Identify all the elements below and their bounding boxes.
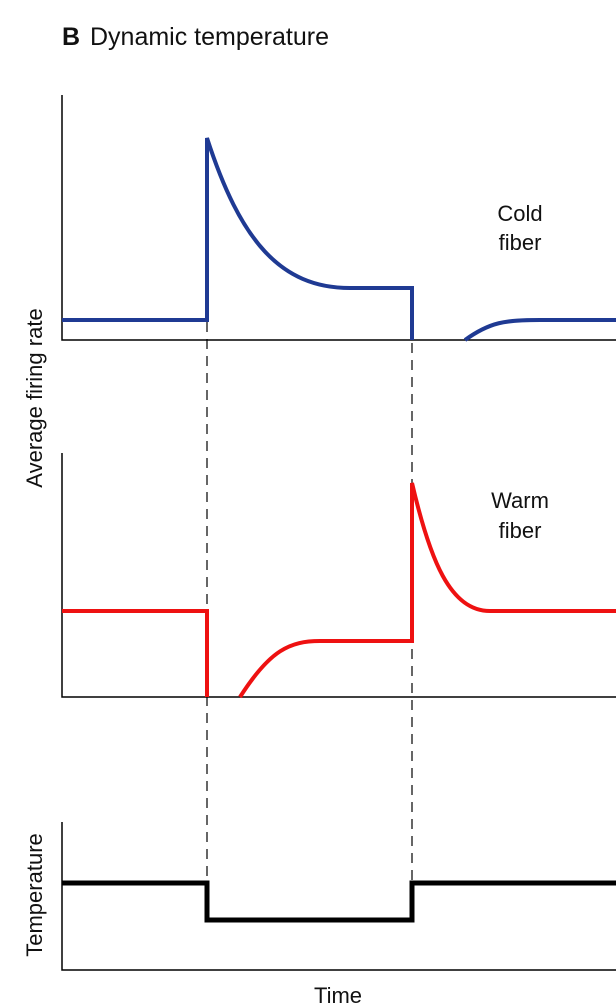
warm-curve xyxy=(238,482,616,699)
time-axis-label: Time xyxy=(314,983,362,1008)
temperature-axes xyxy=(61,822,616,971)
cold-label: Cold xyxy=(497,201,542,226)
cold-curve xyxy=(62,137,414,340)
warm-label: fiber xyxy=(499,518,542,543)
panel-title: Dynamic temperature xyxy=(90,23,329,51)
panel-letter: B xyxy=(62,23,80,51)
cold-label: fiber xyxy=(499,230,542,255)
axes xyxy=(61,95,616,971)
cold-axes xyxy=(61,95,616,341)
warm-trace xyxy=(62,482,616,699)
warm-axes xyxy=(61,453,616,698)
warm-label: Warm xyxy=(491,488,549,513)
cold-trace xyxy=(62,137,616,342)
firing-rate-axis-label: Average firing rate xyxy=(22,308,47,487)
cold-recovery xyxy=(463,318,616,342)
guide-lines xyxy=(206,292,413,883)
warm-curve-start xyxy=(62,609,209,697)
temperature-trace xyxy=(62,880,616,923)
temperature-axis-label: Temperature xyxy=(22,833,47,957)
